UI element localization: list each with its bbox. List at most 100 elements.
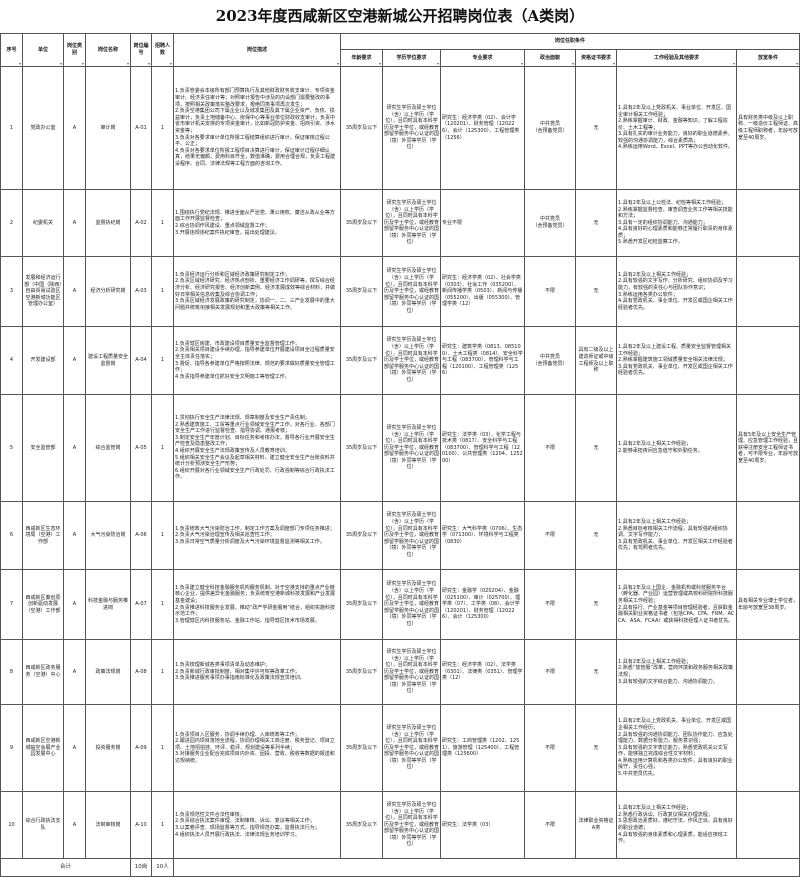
table-row: 8 西咸新区政务服务（空港）中心 A 政策法规岗 A-08 1 1.负责梳理新城各类事项清单… [0, 639, 800, 705]
header-category[interactable]: 岗位类别 ▾ [63, 33, 86, 67]
header-count[interactable]: 招聘人数 ▾ [151, 33, 174, 67]
header-major[interactable]: 专业要求 ▾ [440, 49, 525, 67]
filter-dropdown-icon[interactable]: ▾ [796, 61, 799, 66]
header-conditions: 岗位任职条件 [339, 33, 800, 50]
filter-dropdown-icon[interactable]: ▾ [59, 61, 62, 66]
cell-experience: 1.具有2年及以上建设工程、质量安全监督管理相关工作经验； 2.熟练掌握建筑施工… [616, 326, 737, 395]
cell-relax [735, 256, 800, 327]
cell-cert: 无 [575, 639, 617, 705]
filter-dropdown-icon[interactable]: ▾ [336, 61, 339, 66]
cell-cert: 无 [575, 66, 617, 190]
cell-code: A-02 [130, 189, 152, 257]
cell-relax [735, 791, 800, 859]
table-row: 4 开发建设部 A 建设工程质量安全监督岗 A-04 1 1.负责辖区房建、市政建设项目质量… [0, 326, 800, 395]
cell-desc: 1.负责辖区房建、市政建设项目质量安全监督管理工作； 2.负责相关项目建设手续办… [173, 326, 341, 395]
cell-age: 35周岁及以下 [340, 66, 383, 190]
cell-count: 1 [151, 569, 174, 640]
header-label: 岗位描述 [246, 46, 267, 53]
cell-code: A-01 [130, 66, 152, 190]
cell-category: A [63, 66, 86, 190]
header-political[interactable]: 政治面貌 ▾ [524, 49, 576, 67]
header-cert[interactable]: 资格证书要求 ▾ [575, 49, 617, 67]
header-edu[interactable]: 学历学位要求 ▾ [382, 49, 441, 67]
cell-count: 1 [151, 326, 174, 395]
cell-experience: 1.具有2年及以上相关工作经验； 2.具有较强的文字写作、分析研究、组织协调及学… [616, 256, 737, 327]
cell-cert: 法律职业资格证A类 [575, 791, 617, 859]
filter-dropdown-icon[interactable]: ▾ [436, 61, 439, 66]
cell-cert: 具有二级及以上建造师证或中级工程师及以上职称 [575, 326, 617, 395]
cell-edu: 研究生学历及硕士学位（含）以上学历（学位），且同时具有本科学历及学士学位，或经教… [382, 569, 441, 640]
cell-no: 7 [0, 569, 23, 640]
cell-edu: 研究生学历及硕士学位（含）以上学历（学位），且同时具有本科学历及学士学位，或经教… [382, 704, 441, 792]
cell-code: A-06 [130, 501, 152, 570]
header-age[interactable]: 年龄要求 ▾ [340, 49, 383, 67]
cell-political: 不限 [524, 256, 576, 327]
header-label: 工作经验及其他要求 [653, 54, 699, 61]
cell-relax [735, 704, 800, 792]
header-relax[interactable]: 放宽条件 ▾ [735, 49, 800, 67]
cell-no: 6 [0, 501, 23, 570]
cell-experience: 1.具有2年及以上国企、金融机构或科技服务平台（孵化器、产业园）运营管理或高校科… [616, 569, 737, 640]
header-desc[interactable]: 岗位描述 ▾ [173, 33, 341, 67]
cell-desc: 1.围绕执行党纪法规、推进全面从严治党、秉公用权、廉洁从政从业等方面工作开展监督… [173, 189, 341, 257]
cell-desc: 1.负责梳理新城各类事项清单及动态维护； 2.负责新城行政审批制度、相对集中许可… [173, 639, 341, 705]
header-label: 序号 [6, 46, 17, 53]
cell-major: 研究生：法学类（03） [440, 791, 525, 859]
cell-no: 4 [0, 326, 23, 395]
filter-dropdown-icon[interactable]: ▾ [571, 61, 574, 66]
filter-dropdown-icon[interactable]: ▾ [147, 61, 150, 66]
cell-major: 研究生：经济学类（02）、法学类（0301）、法律类（0351）、管理学类（12… [440, 639, 525, 705]
cell-code: A-09 [130, 704, 152, 792]
filter-dropdown-icon[interactable]: ▾ [520, 61, 523, 66]
header-code[interactable]: 岗位编号 ▾ [130, 33, 152, 67]
cell-major: 研究生：工商管理类（1202、1251）、旅游管理（125400）、工程管理类（… [440, 704, 525, 792]
cell-no: 3 [0, 256, 23, 327]
cell-code: A-07 [130, 569, 152, 640]
filter-dropdown-icon[interactable]: ▾ [378, 61, 381, 66]
cell-post: 综合监管岗 [85, 394, 131, 502]
cell-age: 35周岁及以下 [340, 704, 383, 792]
cell-desc: 1.负责项目入区服务，协调手续办理、入库统筹等工作； 2.跟进园内项目落地全流程… [173, 704, 341, 792]
filter-dropdown-icon[interactable]: ▾ [18, 61, 21, 66]
cell-experience: 1.具有2年及以上相关工作经验； 2.能够承担夜间应急值守和外勤任务。 [616, 394, 737, 502]
cell-political: 不限 [524, 394, 576, 502]
filter-dropdown-icon[interactable]: ▾ [169, 61, 172, 66]
cell-experience: 1.具有2年及以上党政机关、事业单位、开发区或国企相关工作经历； 2.具有较强的… [616, 704, 737, 792]
header-unit[interactable]: 单位 ▾ [22, 33, 64, 67]
cell-code: A-03 [130, 256, 152, 327]
cell-code: A-08 [130, 639, 152, 705]
total-empty [172, 858, 800, 877]
header-label: 单位 [37, 46, 48, 53]
cell-desc: 1.贯彻执行安全生产法律法规、规章制度及安全生产责任制； 2.熟悉建筑施工、工贸… [173, 394, 341, 502]
cell-relax: 具有5年及以上安全生产管理、应急管理工作经验，且获得注册安全工程师证书者，可不限… [735, 394, 800, 502]
header-label: 岗位类别 [66, 43, 82, 56]
cell-cert: 无 [575, 394, 617, 502]
cell-no: 9 [0, 704, 23, 792]
cell-unit: 纪委机关 [22, 189, 64, 257]
cell-desc: 1.负责统筹大气污染防治工作，制定工作方案及调度部门专项任务推进； 2.负责大气… [173, 501, 341, 570]
filter-dropdown-icon[interactable]: ▾ [126, 61, 129, 66]
table-row: 3 发展和经济运行部（中国（陕西）自由贸易试验区空港新城功能区管理办公室） A 经济分… [0, 256, 800, 327]
cell-political: 不限 [524, 569, 576, 640]
header-post[interactable]: 岗位名称 ▾ [85, 33, 131, 67]
header-experience[interactable]: 工作经验及其他要求 ▾ [616, 49, 737, 67]
header-no[interactable]: 序号 ▾ [0, 33, 23, 67]
filter-dropdown-icon[interactable]: ▾ [732, 61, 735, 66]
cell-desc: 1.负责规范性文件合法性审核； 2.负责综合执法案件审理、法制审核、诉讼、复议等… [173, 791, 341, 859]
cell-count: 1 [151, 501, 174, 570]
header-label: 招聘人数 [154, 43, 170, 56]
cell-desc: 1.负责管委会本级所有部门预算执行及其他财政财务收支审计、专项资金审计、经济责任… [173, 66, 341, 190]
page-title: 2023年度西咸新区空港新城公开招聘岗位表（A类岗） [215, 7, 585, 25]
cell-experience: 1.具有2年及以上相关工作经验； 2.熟悉“放管服”改革，营商环境和政务服务相关… [616, 639, 737, 705]
filter-dropdown-icon[interactable]: ▾ [612, 61, 615, 66]
cell-edu: 研究生学历及硕士学位（含）以上学历（学位），且同时具有本科学历及学士学位，或经教… [382, 66, 441, 190]
cell-desc: 1.负责经济运行分析和区域经济政策研究制定工作； 2.负责区域经济研究、经济热点… [173, 256, 341, 327]
cell-cert: 无 [575, 501, 617, 570]
cell-relax [735, 189, 800, 257]
cell-major: 研究生：大气科学类（0706）、生态学（071300）、环境科学与工程类（083… [440, 501, 525, 570]
cell-edu: 研究生学历及硕士学位（含）以上学历（学位），且同时具有本科学历及学士学位，或经教… [382, 394, 441, 502]
filter-dropdown-icon[interactable]: ▾ [81, 61, 84, 66]
recruitment-table: 序号 ▾ 单位 ▾ 岗位类别 ▾ 岗位名称 ▾ 岗位编号 ▾ 招聘人数 ▾ 岗位描述 ▾ 岗位… [0, 33, 800, 877]
cell-edu: 研究生学历及硕士学位（含）以上学历（学位），且同时具有本科学历及学士学位，或经教… [382, 639, 441, 705]
header-label: 政治面貌 [539, 54, 560, 61]
